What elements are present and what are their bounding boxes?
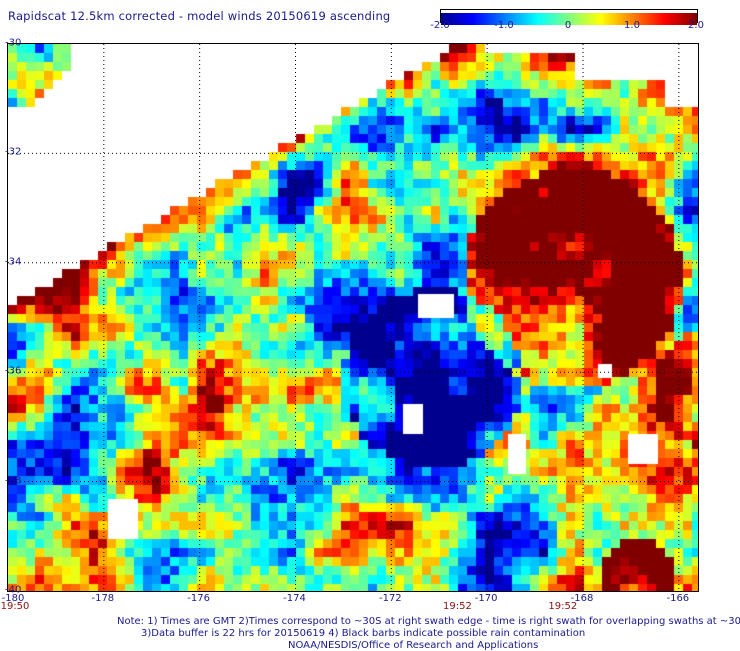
colorbar-tick-label: 1.0 [624, 20, 640, 31]
latitude-label: -38 [5, 475, 22, 487]
latitude-label: -30 [5, 37, 22, 49]
latitude-label: -36 [5, 365, 22, 377]
colorbar-tick-label: 0 [564, 20, 572, 31]
latitude-label: -32 [5, 146, 22, 158]
swath-time-label: 19:52 [548, 601, 578, 612]
colorbar-gradient [441, 13, 697, 25]
chart-title: Rapidscat 12.5km corrected - model winds… [8, 9, 391, 23]
latitude-label: -40 [5, 584, 22, 596]
longitude-label: -176 [187, 593, 211, 604]
note-line-1: Note: 1) Times are GMT 2)Times correspon… [117, 616, 740, 627]
wind-difference-field [8, 44, 698, 591]
longitude-label: -168 [570, 593, 594, 604]
swath-time-label: 19:52 [442, 601, 472, 612]
longitude-label: -172 [378, 593, 402, 604]
note-line-2: 3)Data buffer is 22 hrs for 20150619 4) … [141, 628, 586, 639]
longitude-label: -180 [1, 593, 25, 604]
colorbar-tick-label: 2.0 [688, 20, 704, 31]
longitude-label: -166 [666, 593, 690, 604]
map-plot-area [7, 43, 699, 592]
longitude-label: -174 [283, 593, 306, 604]
colorbar [440, 9, 698, 25]
longitude-label: -178 [91, 593, 115, 604]
swath-time-label: 19:50 [0, 601, 30, 612]
lat-lon-gridlines [8, 44, 698, 591]
colorbar-tick-label: -1.0 [494, 20, 514, 31]
colorbar-tick-label: -2.0 [430, 20, 450, 31]
latitude-label: -34 [5, 256, 22, 268]
longitude-label: -170 [474, 593, 498, 604]
note-line-3: NOAA/NESDIS/Office of Research and Appli… [288, 640, 539, 651]
